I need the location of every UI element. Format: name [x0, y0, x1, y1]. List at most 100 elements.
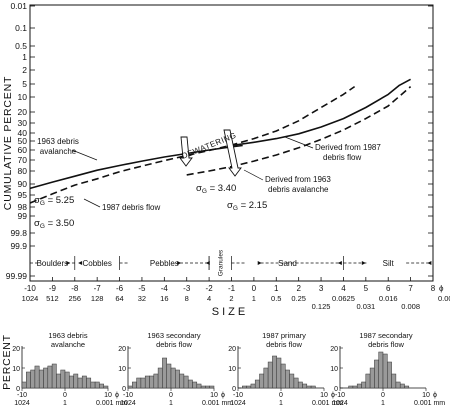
histogram-phi-symbol: ϕ	[221, 392, 225, 399]
histogram-bar	[246, 385, 252, 389]
histogram-bar	[348, 385, 354, 389]
histogram-bar	[352, 385, 358, 389]
histogram-phi-symbol: ϕ	[331, 392, 335, 399]
histogram-bar	[365, 373, 371, 389]
y-tick-label: 99.99	[6, 271, 28, 281]
histogram-bar	[263, 367, 269, 389]
y-tick-label: 5	[22, 79, 27, 89]
series-line-2	[29, 85, 356, 204]
histogram-bar	[374, 359, 379, 389]
y-tick-label: 50	[18, 136, 28, 146]
histogram-mm-label: 1024	[332, 400, 348, 405]
histogram-bar	[306, 385, 312, 389]
histogram-bar	[280, 363, 286, 389]
histogram-bar	[175, 369, 180, 389]
histogram-bar	[205, 385, 210, 389]
histogram-bar	[272, 355, 277, 389]
histogram-y-tick: 0	[122, 386, 126, 393]
label-1963-line2: avalanche	[40, 147, 77, 156]
size-class-arrow	[427, 261, 432, 265]
histogram-bar	[30, 369, 36, 389]
histogram-y-tick: 20	[118, 346, 126, 353]
histogram-y-tick: 10	[228, 366, 236, 373]
phi-tick-label: 4	[341, 284, 346, 293]
label-1963-line1: 1963 debris	[37, 137, 79, 146]
histogram-phi-label: -10	[335, 392, 345, 399]
histogram-phi-symbol: ϕ	[433, 392, 437, 399]
histogram-y-tick: 10	[118, 366, 126, 373]
histogram-bar	[90, 381, 96, 389]
size-class-arrow	[177, 261, 182, 265]
histogram-phi-symbol: ϕ	[115, 392, 119, 399]
histogram-bar	[47, 365, 53, 389]
y-tick-label: 90	[18, 179, 28, 189]
histogram-bar	[43, 367, 49, 389]
y-tick-label: 80	[18, 166, 28, 176]
histogram-y-title: PERCENT	[1, 334, 13, 390]
histogram-bar	[64, 371, 70, 389]
histogram-bar	[404, 385, 410, 389]
histogram-bar	[99, 383, 104, 389]
histogram-bar	[183, 375, 189, 389]
histogram-bar	[242, 385, 247, 389]
phi-tick-label: -9	[49, 284, 57, 293]
size-class-arrow	[66, 261, 71, 265]
histogram-bar	[382, 353, 388, 389]
histogram-bar	[38, 369, 44, 389]
histogram-y-tick: 0	[334, 386, 338, 393]
sigma-label-3-40: σG = 3.40	[196, 183, 236, 195]
phi-tick-label: 5	[364, 284, 369, 293]
y-tick-label: 40	[18, 128, 28, 138]
histogram-title-line2: debris flow	[368, 340, 404, 349]
histogram-bar	[144, 375, 150, 389]
histogram-mm-label: 0.001 mm	[414, 400, 445, 405]
x-axis-title: SIZE	[212, 306, 248, 318]
y-tick-label: 1	[22, 52, 27, 62]
histogram-bar	[276, 357, 282, 389]
histogram-phi-label: 0	[63, 392, 67, 399]
series-line-1	[29, 144, 243, 190]
histogram-bar	[254, 379, 260, 389]
histogram-phi-label: -10	[17, 392, 27, 399]
histogram-bar	[285, 369, 290, 389]
size-class-label: Pebbles	[150, 259, 179, 268]
histogram-bar	[302, 383, 308, 389]
histogram-phi-label: 0	[279, 392, 283, 399]
histogram-bar	[267, 361, 273, 389]
histogram-mm-label: 0.001 mm	[202, 400, 233, 405]
leader-1987	[83, 198, 101, 208]
phi-tick-label: -10	[24, 284, 36, 293]
size-class-label: Boulders	[37, 259, 69, 268]
histogram-mm-label: 0.001 mm	[312, 400, 343, 405]
series-line-4	[186, 85, 412, 176]
y-tick-label: 95	[18, 190, 28, 200]
histogram-bar	[26, 371, 31, 389]
histogram-mm-label: 1	[279, 400, 283, 405]
y-tick-label: 20	[18, 107, 28, 117]
y-tick-label: 70	[18, 155, 28, 165]
histogram-bar	[153, 373, 159, 389]
histogram-y-tick: 0	[232, 386, 236, 393]
histogram-bar	[149, 375, 155, 389]
histogram-title-line1: 1963 debris	[48, 331, 87, 340]
histogram-mm-label: 1024	[14, 400, 30, 405]
histogram-bar	[356, 383, 362, 389]
phi-tick-label: 2	[296, 284, 301, 293]
y-tick-label: 99.8	[10, 228, 27, 238]
y-tick-label: 0.1	[15, 23, 27, 33]
label-derived-1963-line1: Derived from 1963	[265, 175, 331, 184]
histogram-bar	[395, 381, 401, 389]
histogram-phi-label: 0	[169, 392, 173, 399]
dewatering-arrow-right	[223, 129, 242, 177]
histogram-phi-label: 0	[381, 392, 385, 399]
phi-tick-label: -5	[138, 284, 146, 293]
size-class-label: Silt	[383, 259, 395, 268]
phi-tick-label: 0	[252, 284, 257, 293]
histogram-bar	[179, 373, 185, 389]
phi-tick-label: 8	[431, 284, 436, 293]
histogram-bar	[69, 375, 74, 389]
phi-tick-label: -2	[206, 284, 214, 293]
histogram-bar	[297, 381, 303, 389]
